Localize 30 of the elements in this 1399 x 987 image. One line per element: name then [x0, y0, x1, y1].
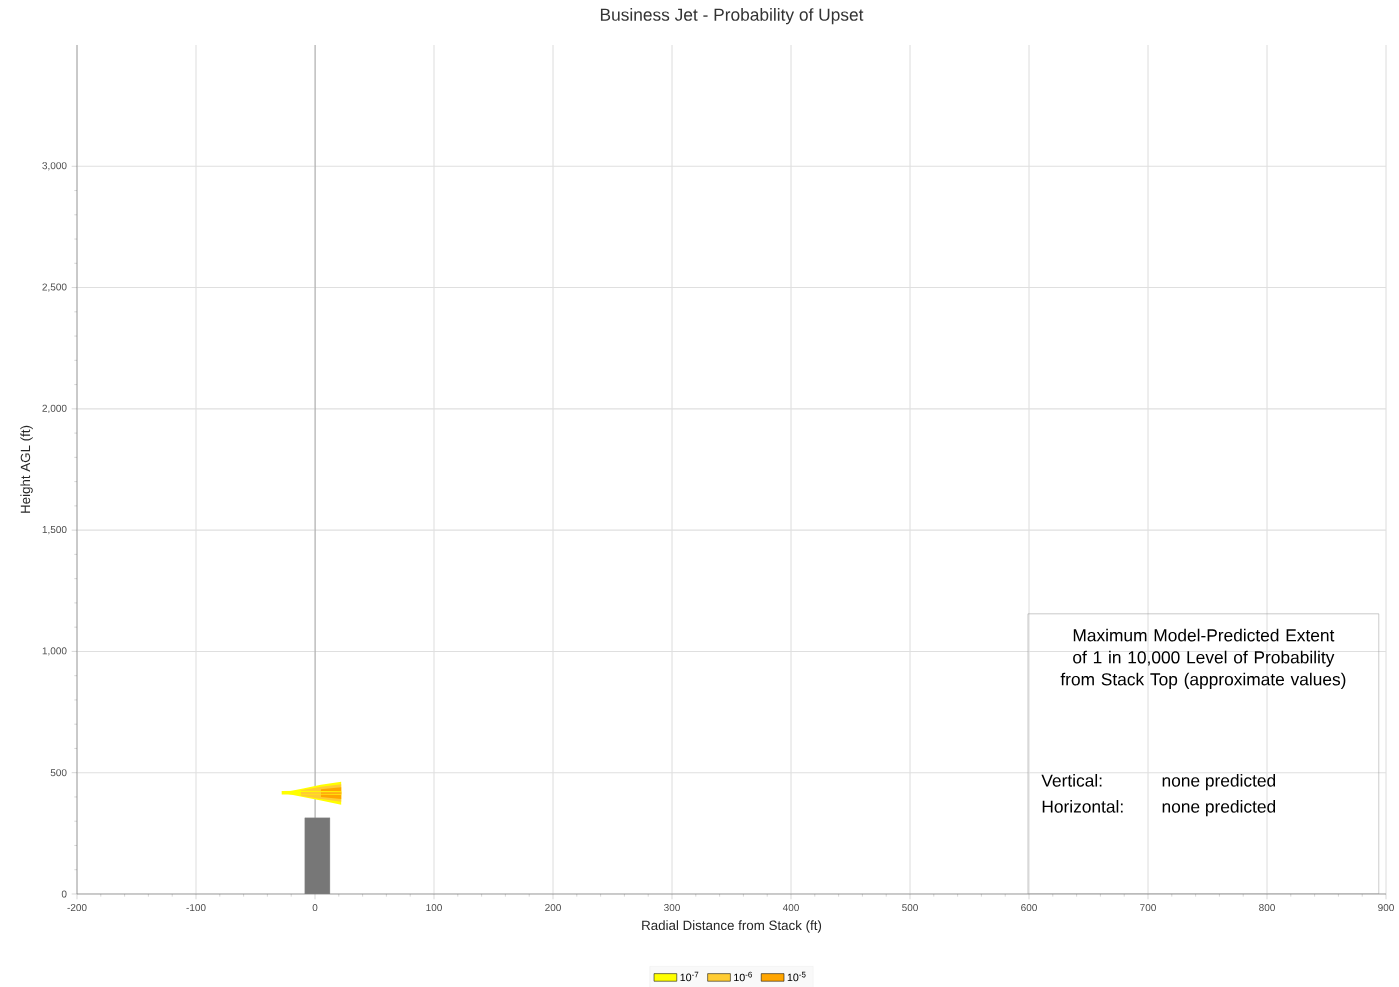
x-tick-label: 300: [664, 904, 680, 912]
legend-label: 10$^{-5}$: [787, 971, 806, 982]
x-tick-label: 400: [782, 904, 799, 912]
y-tick-label: 2,500: [42, 283, 67, 292]
legend-label: 10$^{-7}$: [680, 971, 699, 982]
annotation: none predicted: [1162, 799, 1276, 817]
x-tick-label: -100: [186, 904, 206, 912]
annotation: none predicted: [1162, 773, 1276, 791]
x-axis-title: Radial Distance from Stack (ft): [642, 920, 822, 933]
annotation: Vertical:: [1041, 773, 1102, 787]
x-tick-label: 200: [545, 904, 561, 912]
annotation: Horizontal:: [1042, 799, 1123, 813]
y-tick-label: 0: [61, 890, 67, 898]
x-tick-label: 800: [1259, 904, 1275, 912]
x-tick-label: -200: [67, 904, 87, 912]
annotation: Maximum Model-Predicted Extent of 1 in 10,000 Level of Probability from Stack Top (approximate values): [1060, 628, 1346, 689]
y-tick-label: 500: [50, 769, 67, 777]
x-tick-label: 500: [902, 904, 918, 912]
chart-title: Business Jet - Probability of Upset: [600, 8, 864, 25]
y-tick-label: 2,000: [42, 404, 67, 413]
y-tick-label: 1,000: [42, 647, 67, 656]
x-tick-label: 0: [312, 904, 318, 912]
x-tick-label: 900: [1378, 904, 1394, 912]
y-axis-title: Height AGL (ft): [20, 425, 33, 513]
x-tick-label: 100: [426, 904, 442, 912]
y-tick-label: 1,500: [42, 526, 67, 535]
y-tick-label: 3,000: [42, 162, 67, 171]
legend-label: 10$^{-6}$: [734, 971, 752, 982]
x-tick-label: 700: [1140, 904, 1156, 912]
x-tick-label: 600: [1021, 904, 1037, 912]
